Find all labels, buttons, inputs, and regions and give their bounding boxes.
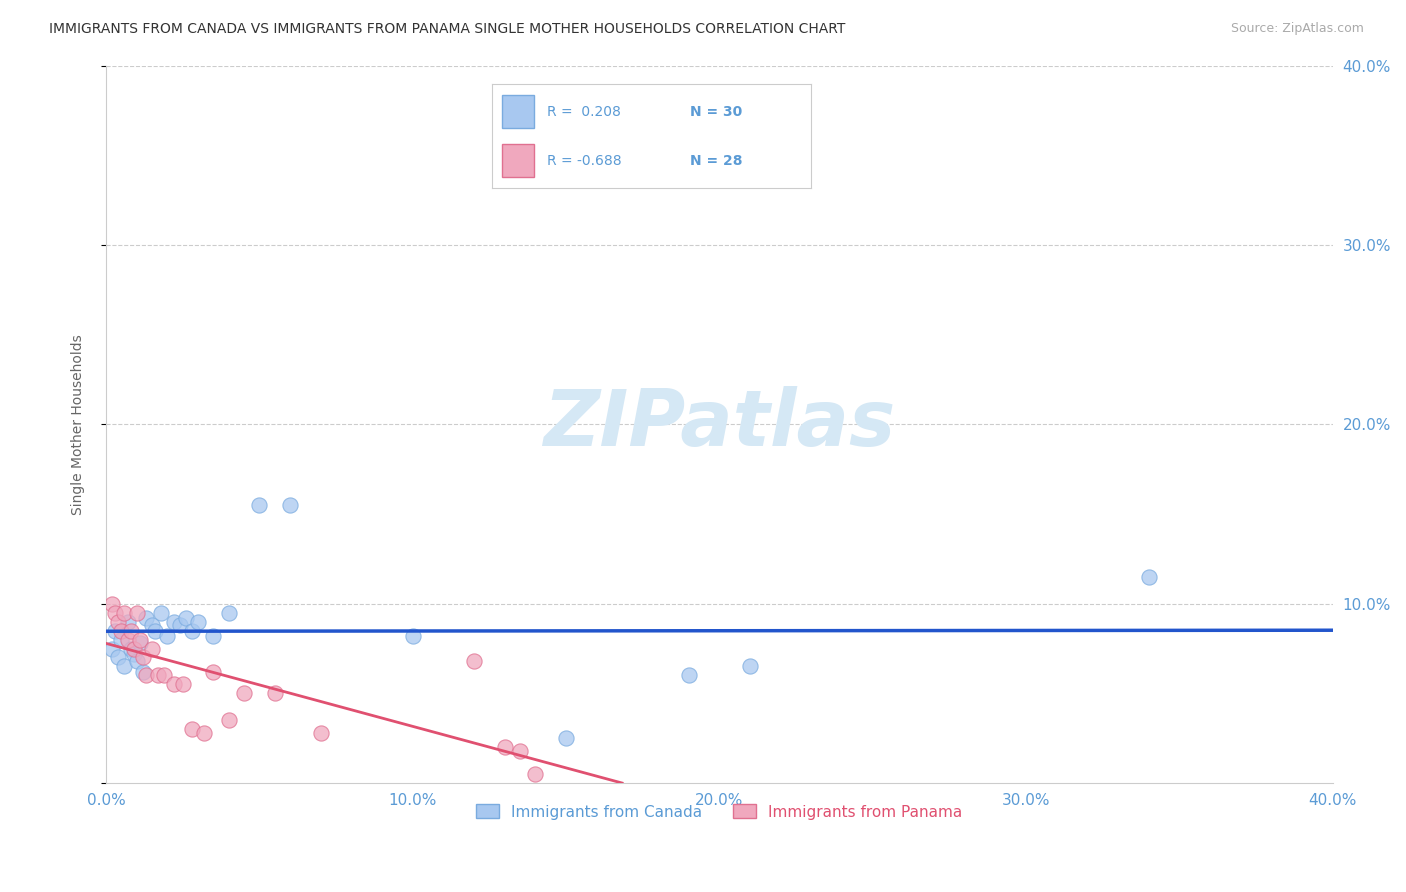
Point (153, 668, 176, 682)
Point (162, 677, 184, 691)
Point (107, 650, 129, 665)
Point (117, 615, 139, 629)
Text: ZIPatlas: ZIPatlas (543, 386, 896, 462)
Point (132, 665, 155, 679)
Point (141, 618, 163, 632)
Point (107, 615, 129, 629)
Point (132, 650, 155, 665)
Point (110, 624, 132, 638)
Point (463, 654, 485, 668)
Point (181, 624, 204, 638)
Point (233, 686, 256, 700)
Point (122, 647, 145, 661)
Point (141, 641, 163, 656)
Point (120, 641, 142, 656)
Point (135, 611, 157, 625)
Point (494, 740, 516, 755)
Point (172, 677, 194, 691)
Point (120, 624, 142, 638)
Point (148, 668, 170, 682)
Point (509, 744, 531, 758)
Text: IMMIGRANTS FROM CANADA VS IMMIGRANTS FROM PANAMA SINGLE MOTHER HOUSEHOLDS CORREL: IMMIGRANTS FROM CANADA VS IMMIGRANTS FRO… (49, 22, 845, 37)
Point (278, 498, 301, 512)
Point (678, 668, 700, 682)
Point (202, 665, 225, 679)
Point (143, 624, 166, 638)
Point (524, 767, 547, 781)
Point (555, 731, 578, 746)
Point (402, 629, 425, 643)
Point (101, 641, 124, 656)
Point (125, 654, 148, 668)
Point (193, 726, 215, 740)
Point (156, 629, 179, 643)
Point (249, 498, 271, 512)
Point (169, 618, 191, 632)
Point (101, 597, 124, 611)
Y-axis label: Single Mother Households: Single Mother Households (72, 334, 86, 515)
Point (218, 713, 240, 727)
Point (128, 636, 150, 650)
Point (162, 615, 184, 629)
Point (117, 632, 139, 647)
Point (1137, 570, 1160, 584)
Point (174, 611, 197, 625)
Point (150, 606, 173, 620)
Point (187, 615, 209, 629)
Point (309, 726, 332, 740)
Point (114, 659, 136, 673)
Point (125, 606, 148, 620)
Point (110, 632, 132, 647)
Point (114, 606, 136, 620)
Point (181, 723, 204, 737)
Point (104, 606, 127, 620)
Text: Source: ZipAtlas.com: Source: ZipAtlas.com (1230, 22, 1364, 36)
Point (135, 668, 157, 682)
Point (218, 606, 240, 620)
Point (263, 686, 285, 700)
Legend: Immigrants from Canada, Immigrants from Panama: Immigrants from Canada, Immigrants from … (470, 798, 969, 826)
Point (122, 641, 145, 656)
Point (202, 629, 225, 643)
Point (104, 624, 127, 638)
Point (128, 632, 150, 647)
Point (738, 659, 761, 673)
